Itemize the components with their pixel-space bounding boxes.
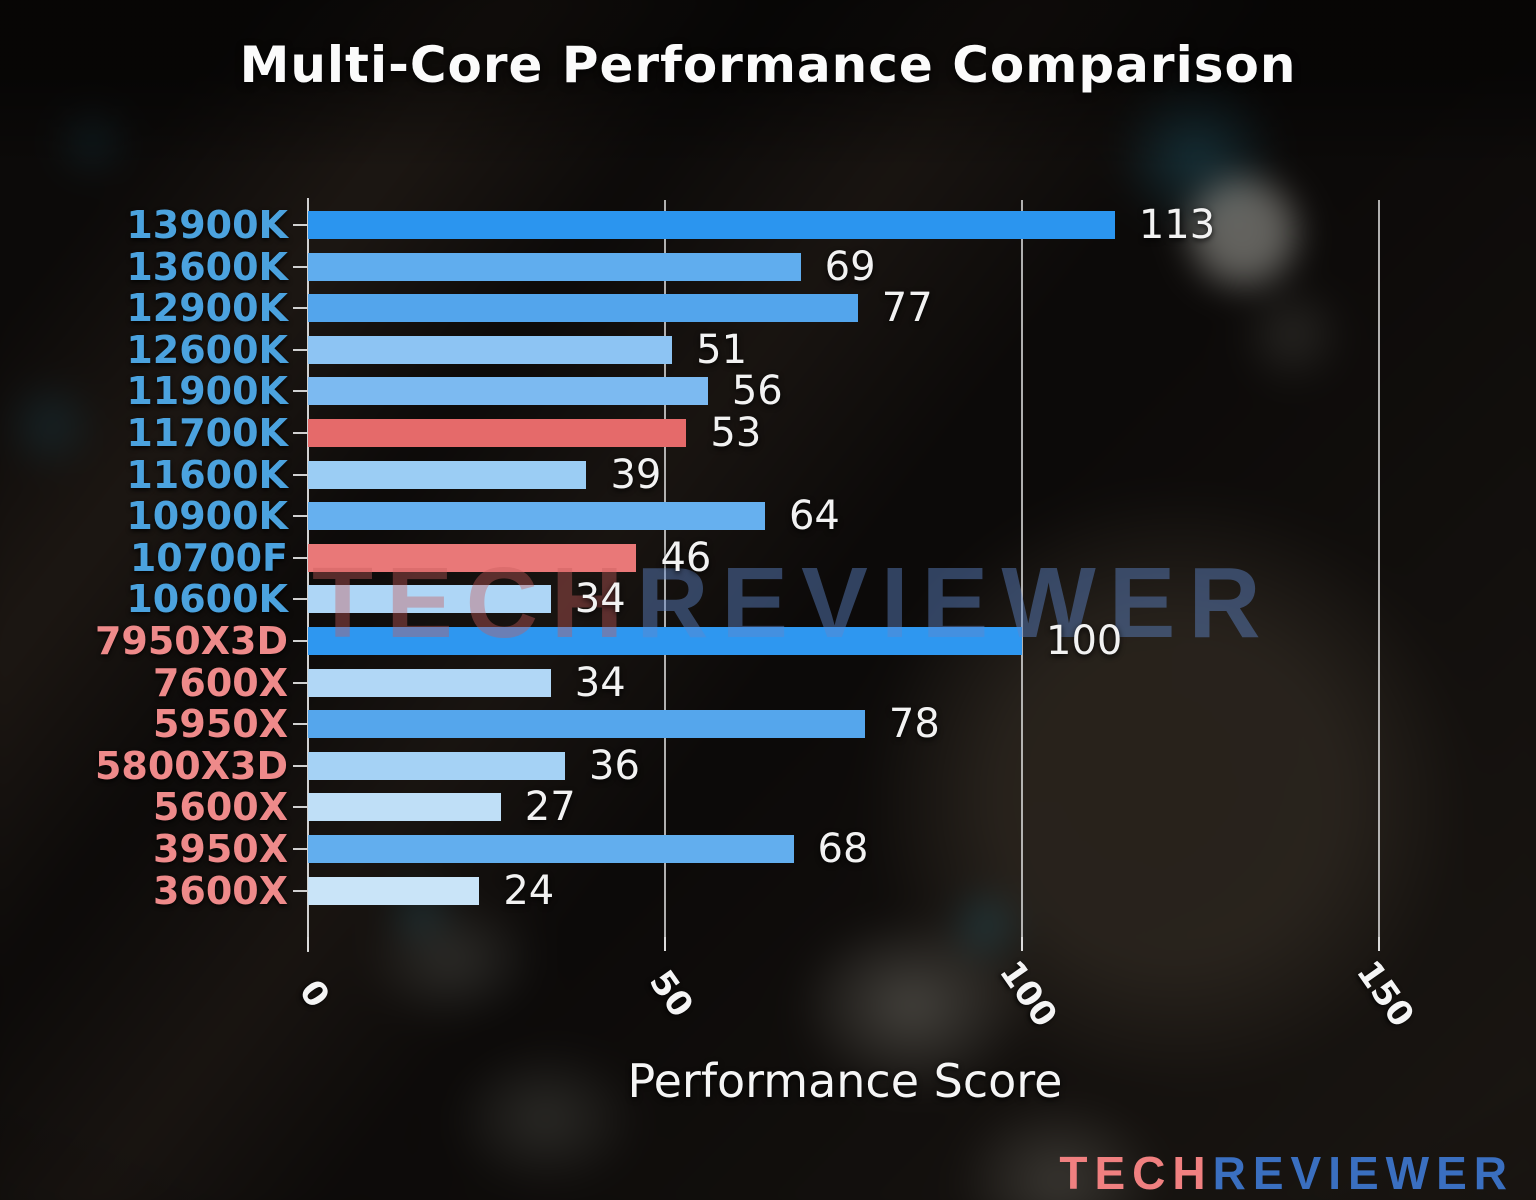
bar-value-label-7950X3D: 100	[1046, 618, 1123, 664]
bar-value-label-11700K: 53	[710, 410, 762, 456]
y-axis-label-3600X: 3600X	[152, 868, 288, 913]
y-axis-label-10900K: 10900K	[126, 494, 288, 539]
y-axis-tick-5950X	[293, 723, 307, 726]
x-axis-title: Performance Score	[627, 1054, 1063, 1108]
watermark: TECHREVIEWER	[312, 546, 1274, 661]
watermark-reviewer: REVIEWER	[636, 547, 1274, 659]
bar-11900K	[308, 377, 708, 406]
bar-12600K	[308, 335, 673, 364]
y-axis-label-3950X: 3950X	[152, 827, 288, 871]
y-axis-tick-10700F	[293, 556, 307, 559]
y-axis-tick-3950X	[293, 848, 307, 850]
y-axis-tick-3600X	[293, 889, 307, 892]
y-axis-label-11900K: 11900K	[126, 369, 288, 414]
bar-value-label-11600K: 39	[610, 451, 662, 498]
y-axis-tick-11900K	[293, 390, 307, 393]
bar-value-label-5600X: 27	[524, 784, 576, 831]
chart-title: Multi-Core Performance Comparison	[239, 36, 1297, 94]
bar-value-label-3950X: 68	[817, 826, 869, 872]
bar-value-label-7600X: 34	[574, 659, 626, 706]
bar-10900K	[308, 502, 765, 531]
y-axis-tick-7600X	[293, 681, 307, 684]
y-axis-tick-5600X	[293, 806, 307, 809]
y-axis-tick-5800X3D	[293, 764, 307, 767]
logo-tech: TECH	[1059, 1147, 1213, 1199]
y-axis-label-5950X: 5950X	[152, 702, 288, 747]
bar-11700K	[308, 419, 687, 447]
watermark-tech: TECH	[312, 547, 637, 659]
y-axis-label-11600K: 11600K	[126, 452, 288, 497]
bar-5950X	[308, 710, 865, 739]
x-axis-tick-0	[307, 937, 309, 951]
y-axis-label-10700F: 10700F	[129, 535, 288, 580]
bar-3600X	[308, 876, 480, 905]
y-axis-tick-11600K	[293, 473, 307, 476]
bar-10700F	[308, 543, 637, 572]
y-axis-tick-13600K	[293, 265, 307, 268]
y-axis-tick-7950X3D	[293, 640, 307, 642]
x-axis-tick-100	[1021, 937, 1023, 951]
y-axis-tick-12900K	[293, 307, 307, 310]
y-axis-tick-11700K	[293, 432, 307, 434]
gridline-100	[1021, 200, 1023, 937]
bar-value-label-3600X: 24	[503, 867, 555, 914]
x-axis-tick-150	[1378, 937, 1380, 951]
bar-12900K	[308, 294, 858, 323]
bar-7600X	[308, 668, 551, 697]
y-axis-label-10600K: 10600K	[126, 577, 288, 622]
bar-value-label-5800X3D: 36	[589, 742, 640, 789]
bar-5800X3D	[308, 751, 566, 780]
bar-value-label-12900K: 77	[881, 285, 933, 332]
bar-value-label-10700F: 46	[660, 534, 712, 581]
bar-13900K	[308, 211, 1115, 239]
y-axis-tick-10600K	[293, 598, 307, 601]
techreviewer-logo: TECHREVIEWER	[1059, 1146, 1514, 1200]
y-axis-label-7950X3D: 7950X3D	[94, 619, 288, 663]
gridline-50	[664, 200, 666, 937]
bar-value-label-13900K: 113	[1138, 202, 1216, 248]
y-axis-label-5600X: 5600X	[152, 785, 288, 830]
y-axis-tick-10900K	[293, 515, 307, 518]
bar-value-label-12600K: 51	[696, 326, 748, 373]
bar-11600K	[308, 460, 587, 489]
y-axis-label-12600K: 12600K	[126, 327, 288, 372]
bar-3950X	[308, 835, 794, 863]
x-axis-tick-50	[664, 937, 666, 951]
y-axis-label-5800X3D: 5800X3D	[94, 743, 288, 788]
bar-5600X	[308, 793, 501, 822]
bar-13600K	[308, 252, 801, 281]
y-axis-label-12900K: 12900K	[126, 286, 288, 331]
bar-value-label-10900K: 64	[788, 493, 840, 540]
y-axis-label-7600X: 7600X	[152, 660, 288, 705]
logo-reviewer: REVIEWER	[1212, 1147, 1514, 1199]
y-axis-tick-13900K	[293, 224, 307, 226]
y-axis-label-11700K: 11700K	[126, 411, 288, 455]
gridline-150	[1378, 200, 1380, 937]
bar-value-label-5950X: 78	[888, 701, 940, 748]
y-axis-label-13900K: 13900K	[126, 203, 288, 247]
bar-7950X3D	[308, 627, 1022, 655]
y-axis-label-13600K: 13600K	[126, 244, 288, 289]
y-axis-tick-12600K	[293, 348, 307, 351]
y-axis-spine	[307, 198, 309, 952]
bar-10600K	[308, 585, 551, 614]
bar-value-label-10600K: 34	[574, 576, 626, 623]
bar-value-label-13600K: 69	[824, 243, 876, 290]
bar-value-label-11900K: 56	[731, 368, 783, 415]
